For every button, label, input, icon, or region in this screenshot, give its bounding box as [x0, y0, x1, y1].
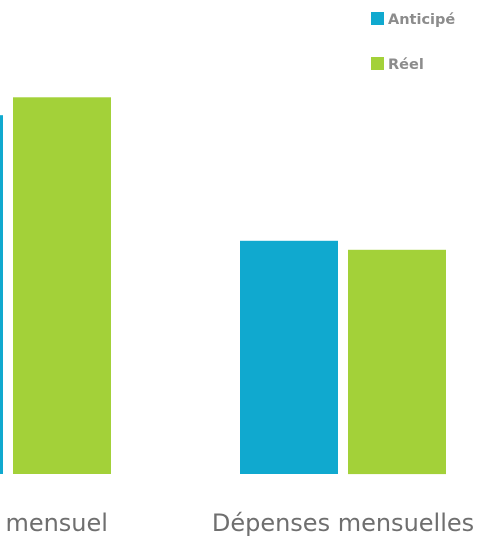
x-tick-label: Dépenses mensuelles: [212, 509, 474, 537]
x-tick-label: Revenu mensuel: [0, 509, 108, 537]
bar-anticipé-0[interactable]: [0, 115, 3, 474]
bar-réel-0[interactable]: [13, 97, 111, 475]
legend-item-anticipé[interactable]: Anticipé: [371, 12, 455, 28]
x-axis-labels: Revenu mensuel Dépenses mensuelles: [0, 509, 474, 537]
legend-swatch: [371, 57, 384, 70]
legend-label: Anticipé: [388, 12, 455, 28]
legend[interactable]: Anticipé Réel: [371, 12, 455, 73]
bar-réel-1[interactable]: [348, 249, 446, 475]
bar-anticipé-1[interactable]: [240, 240, 338, 474]
legend-item-réel[interactable]: Réel: [371, 57, 424, 73]
bars-group: [0, 97, 446, 475]
legend-swatch: [371, 12, 384, 25]
legend-label: Réel: [388, 57, 424, 73]
